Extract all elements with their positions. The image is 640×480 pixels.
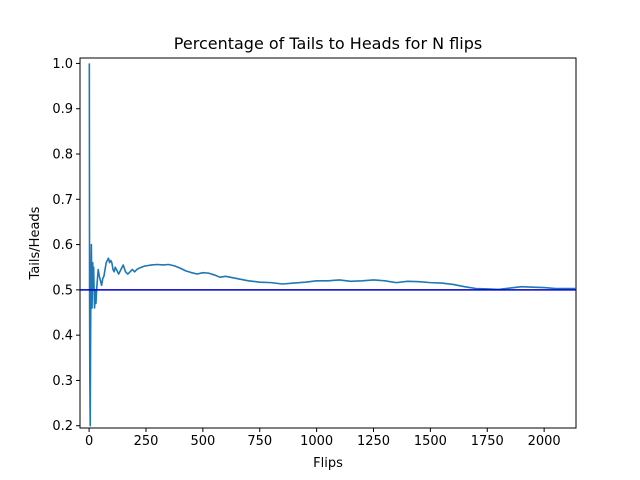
x-tick-label: 0 — [85, 434, 93, 449]
x-tick-label: 1750 — [471, 434, 504, 449]
x-tick-label: 2000 — [528, 434, 561, 449]
y-axis: 0.2 0.3 0.4 0.5 0.6 0.7 0.8 0.9 1.0 — [52, 57, 80, 434]
x-tick-label: 1000 — [300, 434, 333, 449]
y-tick-label: 0.5 — [52, 283, 73, 298]
ratio-series-line — [88, 63, 576, 427]
y-tick-label: 0.8 — [52, 148, 73, 163]
chart-title: Percentage of Tails to Heads for N flips — [174, 34, 482, 53]
plot-frame — [79, 57, 577, 429]
y-tick-label: 0.2 — [52, 419, 73, 434]
y-tick-label: 0.4 — [52, 329, 73, 344]
x-tick-label: 1500 — [414, 434, 447, 449]
y-tick-label: 0.3 — [52, 374, 73, 389]
y-axis-label: Tails/Heads — [28, 206, 43, 280]
y-tick-label: 0.7 — [52, 193, 73, 208]
series-layer — [80, 63, 576, 427]
y-tick-label: 1.0 — [52, 57, 73, 72]
x-tick-label: 750 — [247, 434, 272, 449]
x-tick-label: 250 — [134, 434, 159, 449]
x-axis-label: Flips — [313, 456, 343, 471]
y-tick-label: 0.9 — [52, 102, 73, 117]
x-tick-label: 500 — [190, 434, 215, 449]
x-axis: 0 250 500 750 1000 1250 1500 1750 2000 — [85, 428, 561, 449]
y-tick-label: 0.6 — [52, 238, 73, 253]
x-tick-label: 1250 — [357, 434, 390, 449]
